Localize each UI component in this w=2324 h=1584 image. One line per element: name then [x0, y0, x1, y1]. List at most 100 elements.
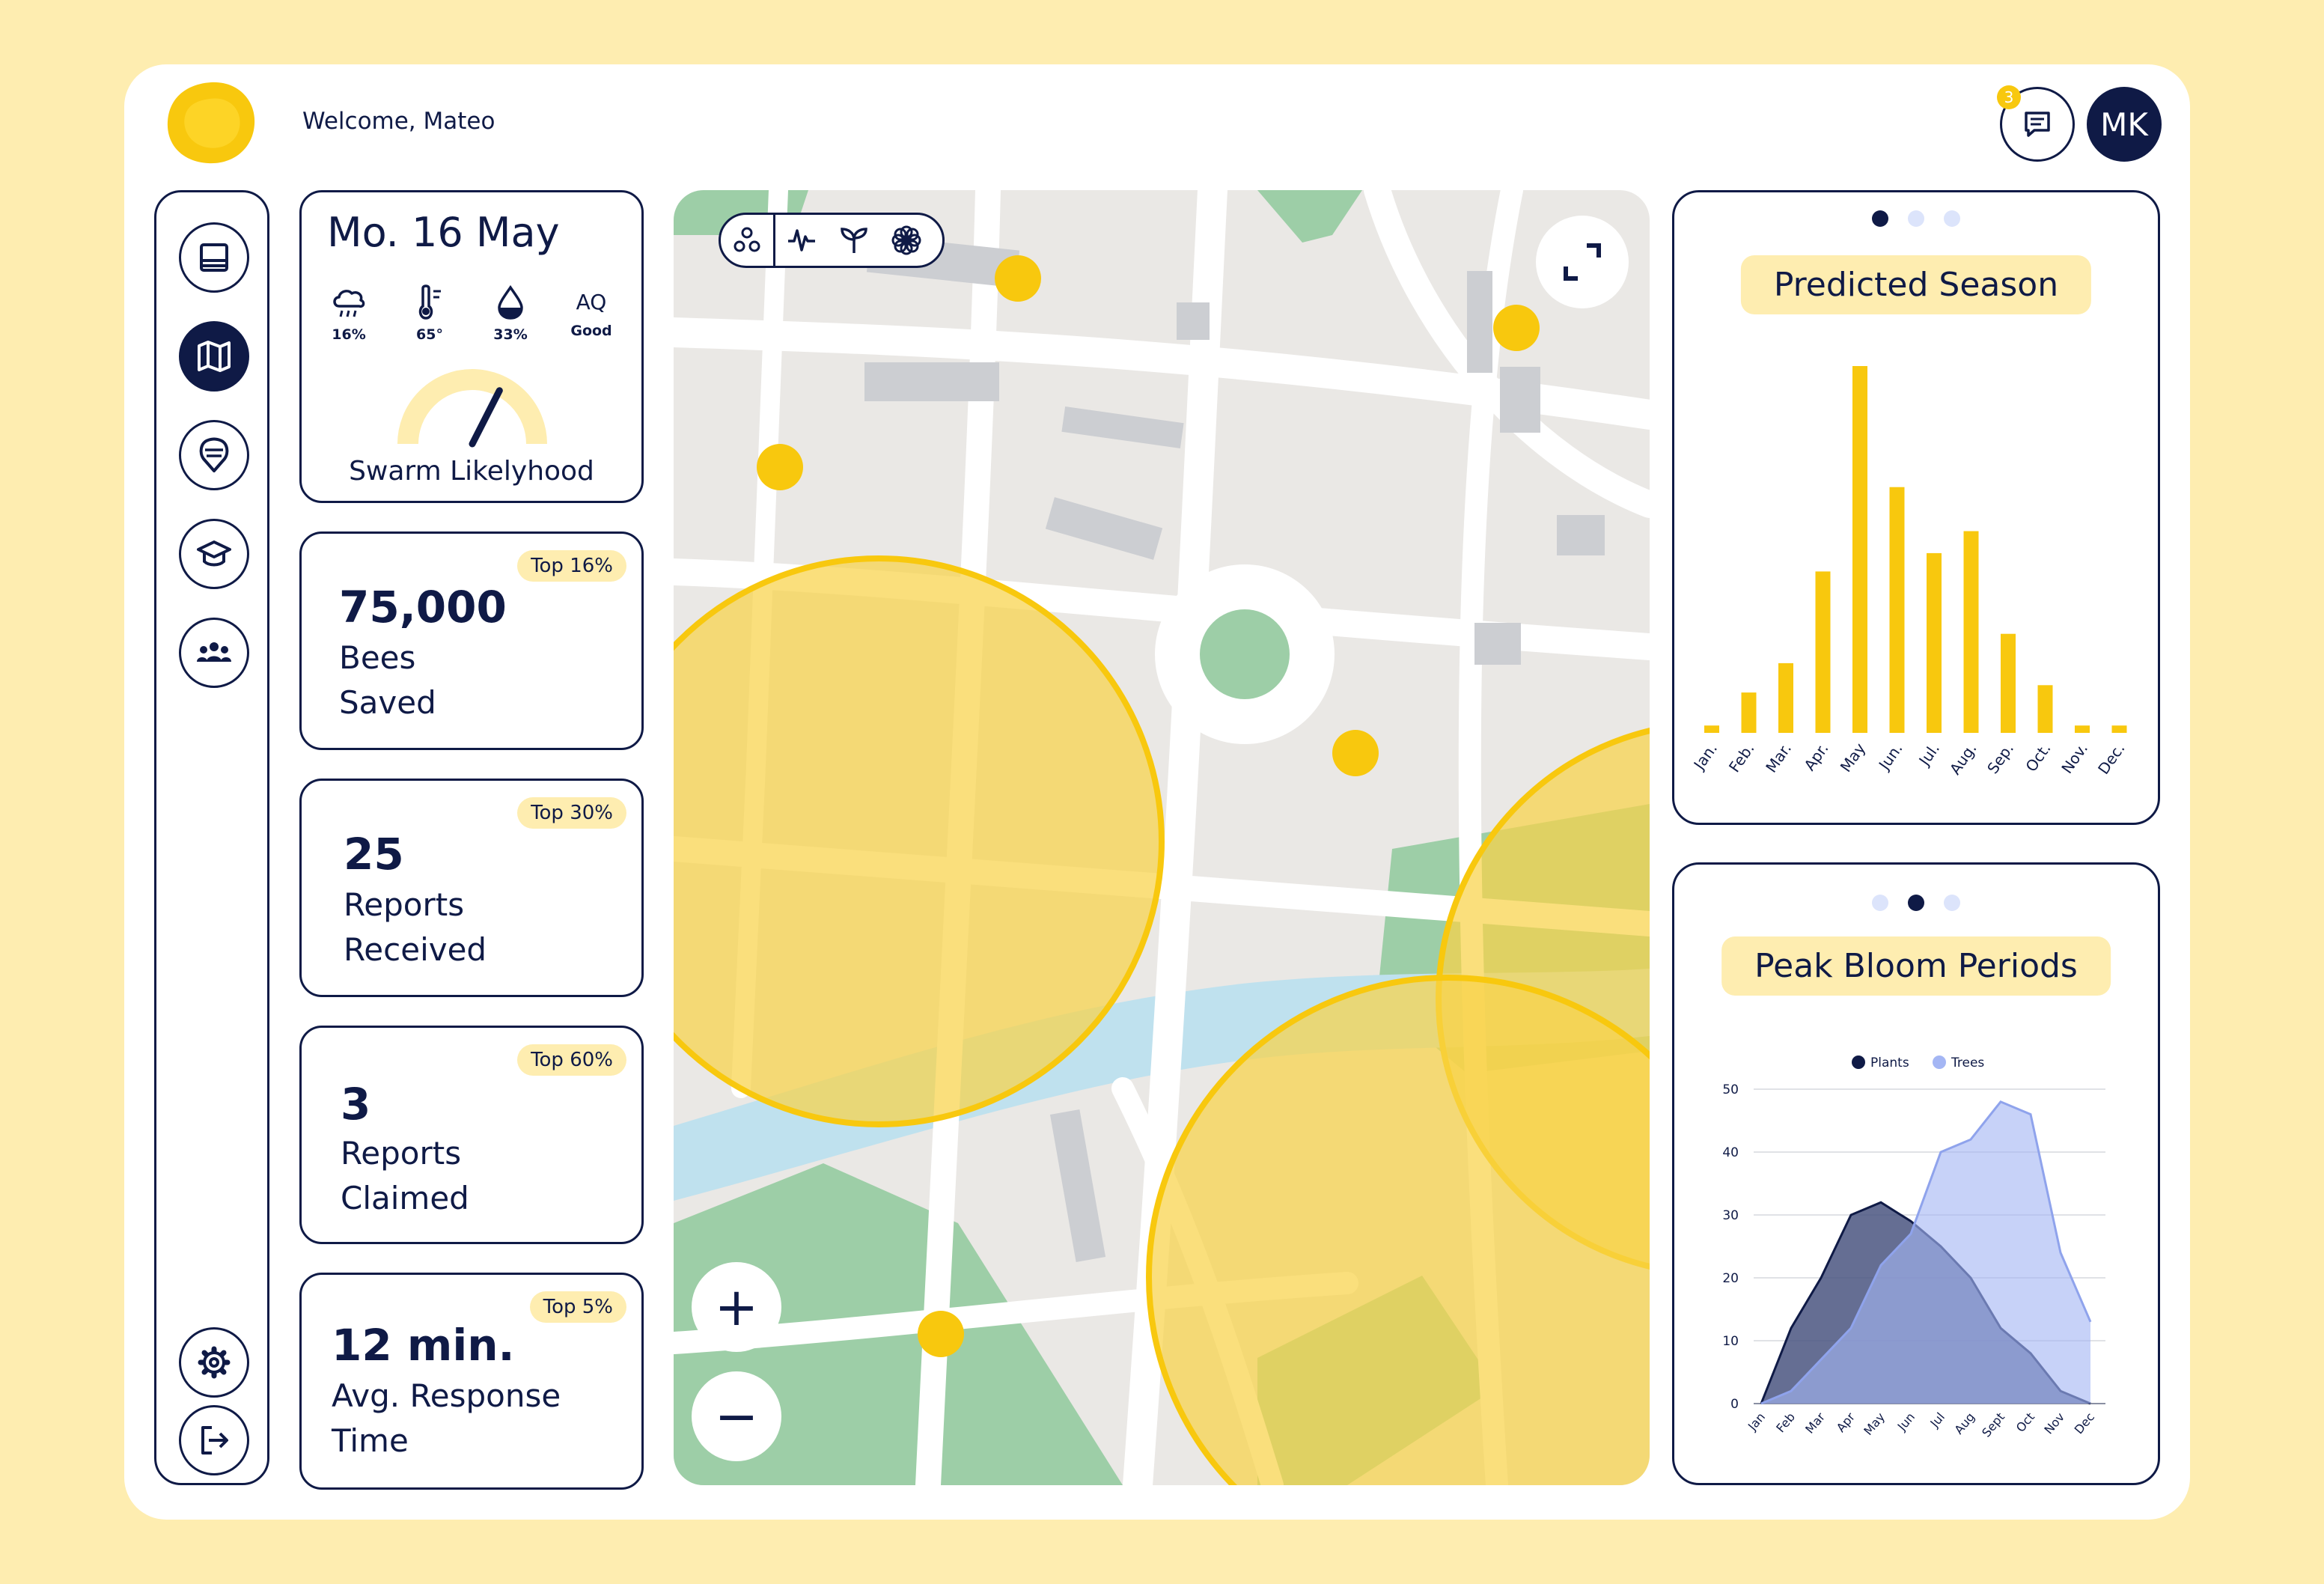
x-tick-label: Dec.: [2094, 740, 2129, 778]
carousel-dot[interactable]: [1944, 895, 1960, 911]
carousel-dot[interactable]: [1908, 895, 1924, 911]
graduation-cap-icon: [197, 540, 231, 567]
area-trees: [1761, 1101, 2090, 1404]
x-tick-label: May: [1837, 740, 1869, 776]
swarm-likelihood-label: Swarm Likelyhood: [349, 456, 594, 487]
peak-bloom-chart: 0 10 20 30 40 50 Jan Feb Mar Apr May Jun Jul Aug Sept O…: [1722, 1056, 2105, 1440]
sidebar-item-location[interactable]: [179, 420, 249, 490]
zoom-out-button[interactable]: −: [692, 1371, 781, 1461]
x-tick-label: Aug: [1951, 1410, 1977, 1437]
rank-badge: Top 16%: [517, 550, 626, 582]
temperature-value: 65°: [416, 326, 443, 343]
x-tick-label: May: [1861, 1410, 1888, 1438]
zoom-in-button[interactable]: +: [692, 1262, 781, 1352]
chat-icon: [2025, 112, 2050, 137]
bar-apr: [1815, 571, 1831, 733]
chart-title: Peak Bloom Periods: [1721, 936, 2111, 996]
x-tick-label: Jul.: [1915, 740, 1943, 770]
map-filter-toolbar: [719, 213, 945, 268]
swarm-gauge: [397, 369, 547, 448]
thermometer-icon: [418, 284, 441, 320]
rain-value: 16%: [332, 326, 366, 343]
x-tick-label: Dec: [2072, 1410, 2097, 1437]
sidebar-item-map[interactable]: [179, 321, 249, 392]
x-tick-label: Jan.: [1689, 740, 1721, 774]
sidebar-item-dashboard[interactable]: [179, 222, 249, 293]
rain-cloud-icon: [333, 290, 365, 317]
bar-jan: [1704, 725, 1719, 733]
map-tool-plants[interactable]: [828, 214, 880, 266]
stat-value: 12 min.: [332, 1320, 515, 1371]
x-tick-label: Aug.: [1946, 740, 1980, 778]
air-quality-value: Good: [570, 323, 612, 339]
bar-nov: [2075, 725, 2090, 733]
map-tool-activity[interactable]: [775, 214, 828, 266]
activity-icon: [788, 229, 815, 252]
map-tool-clusters[interactable]: [721, 214, 773, 266]
legend-marker: [1852, 1056, 1865, 1069]
map-tool-flowers[interactable]: [880, 214, 933, 266]
sprout-icon: [841, 228, 867, 253]
bar-may: [1852, 366, 1867, 733]
air-quality-label: AQ: [576, 290, 607, 314]
location-pin-icon: [199, 437, 229, 472]
logo: [167, 82, 255, 164]
avatar[interactable]: MK: [2087, 87, 2162, 162]
x-tick-label: Oct: [2013, 1410, 2037, 1434]
settings-icon: [198, 1346, 231, 1379]
bar-feb: [1741, 692, 1757, 733]
temperature-stat: 65°: [396, 284, 463, 343]
bar-oct: [2037, 685, 2053, 733]
stat-label-line2: Received: [344, 931, 487, 968]
y-tick-label: 0: [1730, 1397, 1739, 1412]
toolbar-divider: [773, 213, 775, 268]
stat-label-line2: Time: [332, 1422, 409, 1459]
sidebar-item-learning[interactable]: [179, 519, 249, 589]
stat-value: 3: [341, 1079, 371, 1130]
humidity-stat: 33%: [477, 284, 544, 343]
carousel-dot[interactable]: [1944, 210, 1960, 227]
map-canvas: [674, 190, 1650, 1485]
y-tick-label: 50: [1722, 1082, 1739, 1097]
rank-badge: Top 5%: [529, 1291, 626, 1323]
rain-stat: 16%: [315, 284, 382, 343]
x-tick-label: Sept: [1979, 1410, 2007, 1440]
stat-label-line1: Bees: [339, 639, 416, 676]
x-tick-label: Nov: [2041, 1410, 2067, 1437]
stat-label-line1: Avg. Response: [332, 1377, 561, 1414]
fullscreen-button[interactable]: [1536, 216, 1629, 308]
stat-value: 75,000: [339, 582, 507, 633]
stat-card-reports-claimed: Top 60% 3 Reports Claimed: [299, 1026, 644, 1244]
dashboard-icon: [200, 243, 228, 272]
predicted-season-chart: Jan. Feb. Mar. Apr. May Jun. Jul. Aug. Sep. Oct. N…: [1689, 366, 2129, 778]
cluster-icon: [734, 227, 760, 252]
chart-title: Predicted Season: [1740, 255, 2092, 314]
map-view[interactable]: + −: [674, 190, 1650, 1485]
carousel-dot[interactable]: [1872, 210, 1888, 227]
stat-label-line1: Reports: [344, 886, 465, 923]
stat-label-line2: Saved: [339, 684, 436, 721]
y-tick-label: 20: [1722, 1271, 1739, 1286]
x-tick-label: Sep.: [1983, 740, 2017, 777]
logout-icon: [201, 1426, 228, 1454]
logout-button[interactable]: [179, 1405, 249, 1475]
settings-button[interactable]: [179, 1327, 249, 1398]
stat-card-bees-saved: Top 16% 75,000 Bees Saved: [299, 531, 644, 750]
x-tick-label: Nov.: [2058, 740, 2091, 777]
carousel-dot[interactable]: [1908, 210, 1924, 227]
rank-badge: Top 30%: [517, 797, 626, 829]
x-tick-label: Apr.: [1800, 740, 1832, 774]
sidebar: [154, 190, 269, 1485]
x-tick-label: Oct.: [2022, 740, 2054, 775]
stat-card-response-time: Top 5% 12 min. Avg. Response Time: [299, 1273, 644, 1490]
y-tick-label: 40: [1722, 1145, 1739, 1160]
weather-card: Mo. 16 May 16% 65° 33% AQ Good Swarm L: [299, 190, 644, 503]
carousel-dots: [1674, 895, 2158, 911]
x-tick-label: Mar: [1802, 1410, 1828, 1437]
sidebar-item-community[interactable]: [179, 618, 249, 688]
x-tick-label: Jul: [1927, 1410, 1948, 1431]
gauge-needle: [469, 387, 503, 448]
bar-jun: [1889, 487, 1905, 733]
x-tick-label: Feb: [1773, 1410, 1798, 1435]
carousel-dot[interactable]: [1872, 895, 1888, 911]
